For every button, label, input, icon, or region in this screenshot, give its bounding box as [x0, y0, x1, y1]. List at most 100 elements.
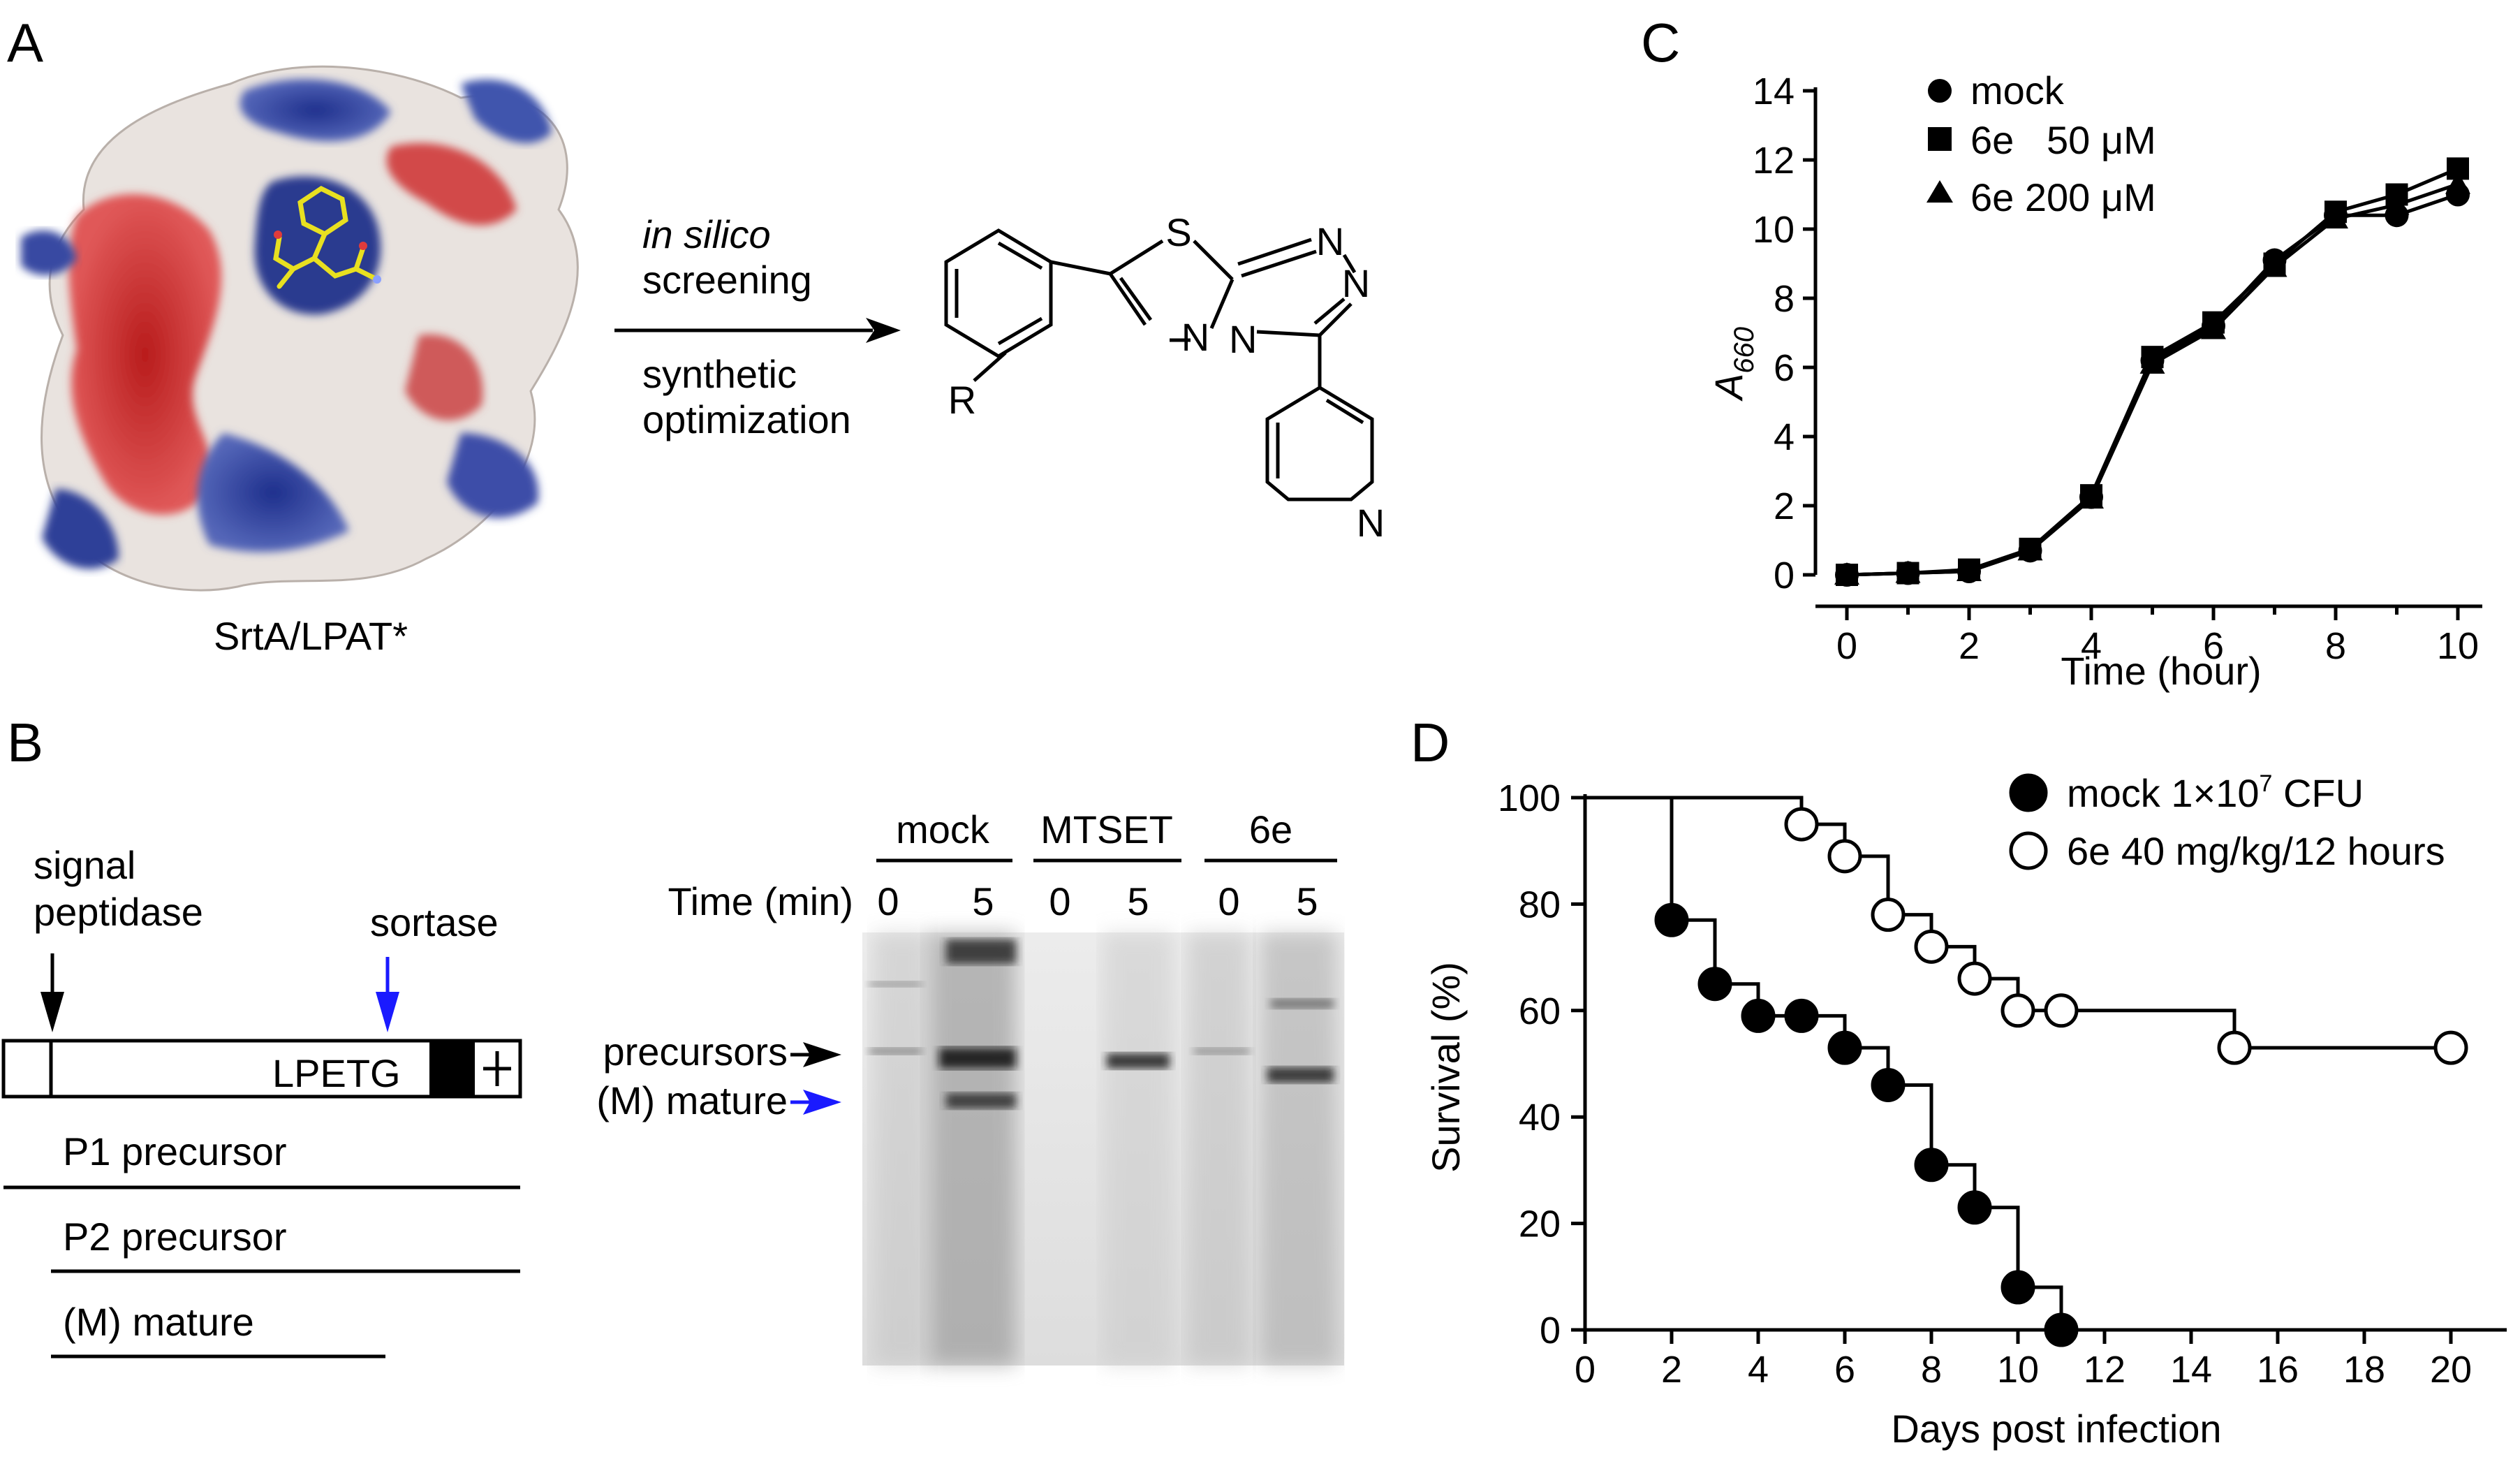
chart-c-point-triangle — [2445, 171, 2470, 194]
chart-d-step-line-0 — [1585, 796, 2063, 1330]
chart-d-ytick-label: 80 — [1519, 884, 1561, 925]
chemical-structure — [944, 228, 1374, 501]
chart-d-xtick-label: 14 — [2170, 1349, 2212, 1391]
legend-c-200: 6e 200 μM — [1970, 175, 2156, 219]
arrow-label-screening: screening — [642, 258, 812, 302]
gel-time-5: 5 — [1296, 879, 1318, 923]
gel-group-6e: 6e — [1249, 807, 1292, 851]
atom-r: R — [948, 378, 976, 422]
chart-d-ylabel: Survival (%) — [1424, 962, 1468, 1173]
chart-d-xtick-label: 12 — [2084, 1349, 2125, 1391]
chart-d-series-1 — [1585, 796, 2468, 1065]
atom-n-bridge: N — [1229, 317, 1257, 361]
chart-c-series-2 — [1834, 171, 2470, 585]
chart-d-ytick-label: 60 — [1519, 990, 1561, 1032]
precursors-arrow — [803, 1042, 841, 1067]
signal-label-1: signal — [34, 843, 135, 887]
chart-c-ytick-label: 4 — [1774, 416, 1795, 458]
sorting-motif: LPETG — [272, 1051, 401, 1095]
chart-d-point-filled — [1871, 1067, 1906, 1102]
chart-d-point-filled — [1784, 998, 1819, 1033]
panel-d-letter: D — [1410, 712, 1450, 773]
signal-label-2: peptidase — [34, 890, 203, 934]
arrow-label-top: in silico — [642, 212, 771, 256]
chart-d-xtick-label: 0 — [1575, 1349, 1596, 1391]
signal-arrowhead — [40, 992, 64, 1032]
chart-d-point-open — [1784, 807, 1819, 842]
product-mature-label: (M) mature — [63, 1300, 254, 1344]
chart-d-axes — [1583, 794, 2507, 1332]
chart-d-point-open — [2433, 1030, 2468, 1065]
panel-a-letter: A — [7, 12, 43, 73]
arrow-label-optimization: optimization — [642, 397, 851, 441]
chart-d-point-open — [1827, 839, 1862, 874]
chart-d-point-open — [2044, 993, 2079, 1028]
arrow-label-italic: in silico — [642, 212, 771, 256]
gel-image — [862, 932, 1344, 1366]
chart-d-ticks: 0 20 40 60 80 100 0 2 4 6 8 10 12 14 16 18 20 — [1498, 777, 2472, 1391]
chart-c-series-0 — [1835, 182, 2470, 587]
chart-d-xtick-label: 6 — [1834, 1349, 1855, 1391]
chart-d-point-filled — [2000, 1270, 2035, 1305]
gel-group-mtset: MTSET — [1040, 807, 1173, 851]
chart-d-xtick-label: 8 — [1921, 1349, 1942, 1391]
chart-c: 0 2 4 6 8 10 12 14 0 2 4 6 8 10 Time (hour) A660 mock… — [1707, 68, 2482, 693]
chart-d-xtick-label: 18 — [2343, 1349, 2385, 1391]
chart-c-ytick-label: 8 — [1774, 278, 1795, 320]
sortase-label: sortase — [370, 900, 499, 944]
chart-c-point-triangle — [2139, 351, 2165, 374]
legend-d-mock-suffix: CFU — [2272, 771, 2364, 815]
mature-arrow — [803, 1090, 841, 1115]
chart-c-point-triangle — [2017, 538, 2043, 561]
atom-n-4: N — [1181, 315, 1209, 359]
chart-c-xtick-label: 6 — [2203, 625, 2224, 667]
chart-d-point-open — [2217, 1030, 2252, 1065]
gel-time-1: 5 — [972, 879, 994, 923]
chart-d-point-open — [1957, 961, 1992, 996]
panel-c: C 0 2 4 6 8 10 12 14 0 2 4 6 8 10 Time (hour) A660 mo… — [1641, 12, 2482, 693]
legend-d-mock-sup: 7 — [2260, 770, 2273, 797]
chart-d-ytick-label: 0 — [1540, 1310, 1561, 1352]
chart-d-point-filled — [2044, 1312, 2079, 1347]
chart-d-point-filled — [1827, 1030, 1862, 1065]
chart-d-point-filled — [1741, 998, 1776, 1033]
gel-time-2: 0 — [1049, 879, 1070, 923]
legend-c-50-marker — [1928, 127, 1952, 151]
protein-surface-image — [21, 65, 579, 592]
band-label-precursors: precursors — [603, 1030, 788, 1074]
legend-d-mock: mock 1×107 CFU — [2067, 770, 2364, 815]
atom-n-pyridine: N — [1357, 501, 1385, 545]
chart-c-ylabel: A660 — [1707, 327, 1760, 402]
chart-c-xtick-label: 2 — [1959, 625, 1980, 667]
protein-label: SrtA/LPAT* — [214, 614, 408, 658]
chart-d-ytick-label: 100 — [1498, 777, 1561, 819]
chart-c-series — [1834, 157, 2470, 587]
chart-c-ytick-label: 14 — [1753, 71, 1795, 112]
legend-c-200-marker — [1926, 180, 1953, 203]
precursor-protein-diagram — [1, 1039, 522, 1099]
chart-c-legend: mock 6e 50 μM 6e 200 μM — [1926, 68, 2156, 219]
product-p2-label: P2 precursor — [63, 1215, 287, 1259]
legend-c-50: 6e 50 μM — [1970, 118, 2156, 162]
structure-atom-labels: R S N N N N N — [948, 210, 1385, 545]
atom-n-1: N — [1316, 219, 1344, 263]
band-label-mature: (M) mature — [596, 1078, 788, 1122]
chart-d-point-open — [1871, 898, 1906, 932]
chart-c-point-triangle — [2262, 254, 2287, 277]
legend-c-mock: mock — [1970, 68, 2065, 112]
chart-c-xtick-label: 8 — [2325, 625, 2346, 667]
gel-time-0: 0 — [877, 879, 899, 923]
chart-c-ylabel-sub: 660 — [1729, 327, 1760, 374]
panel-b: B signal peptidase sortase LPETG P1 prec… — [1, 712, 1344, 1366]
chart-c-ytick-label: 6 — [1774, 347, 1795, 389]
chart-d-xtick-label: 4 — [1748, 1349, 1769, 1391]
chart-d-point-filled — [1957, 1190, 1992, 1225]
chart-c-ticks: 0 2 4 6 8 10 12 14 0 2 4 6 8 10 — [1753, 71, 2479, 667]
product-p1-label: P1 precursor — [63, 1129, 287, 1173]
chart-c-ytick-label: 12 — [1753, 140, 1795, 182]
gel-group-mock: mock — [896, 807, 990, 851]
chart-d-point-open — [1914, 929, 1949, 964]
panel-a: A SrtA/LPAT* — [7, 12, 1385, 658]
chart-d-xtick-label: 10 — [1997, 1349, 2039, 1391]
chart-c-point-triangle — [2201, 316, 2226, 339]
